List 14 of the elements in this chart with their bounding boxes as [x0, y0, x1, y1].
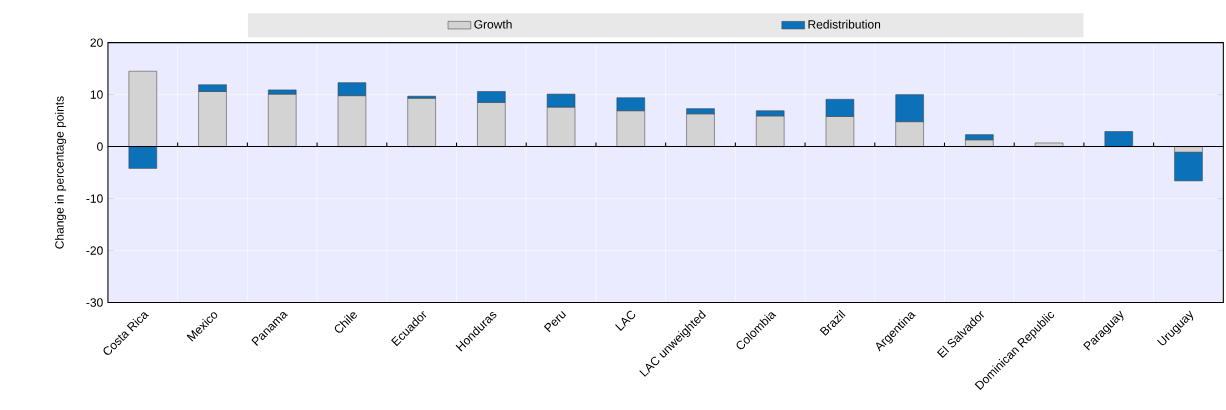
- y-tick-label: -30: [86, 298, 103, 307]
- y-tick-label: -20: [86, 246, 103, 255]
- legend-label: Growth: [474, 19, 512, 29]
- bar: [268, 93, 297, 147]
- bar: [407, 97, 436, 147]
- bar: [1104, 131, 1133, 147]
- y-tick-label: 0: [97, 142, 103, 151]
- y-tick-label: 10: [90, 90, 103, 99]
- y-axis-title: Change in percentage points: [54, 96, 67, 249]
- legend-label: Redistribution: [808, 19, 881, 29]
- y-tick-label: 20: [90, 38, 103, 47]
- bar: [1174, 151, 1203, 181]
- y-tick-label: -10: [86, 194, 103, 203]
- bar: [1034, 142, 1064, 147]
